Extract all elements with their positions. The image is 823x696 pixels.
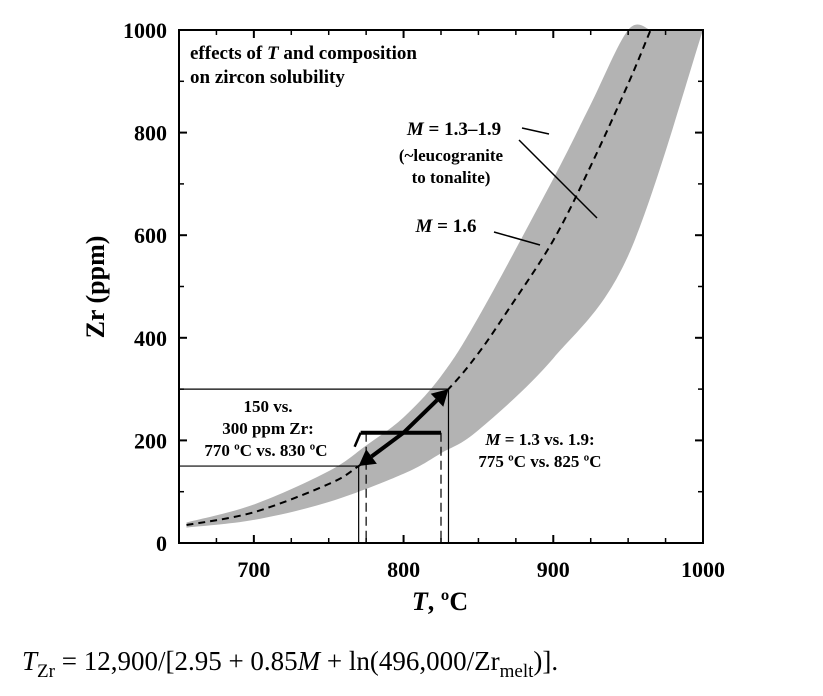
y-tick-label: 600 <box>134 223 167 248</box>
composition-band <box>186 24 703 528</box>
y-tick-label: 200 <box>134 428 167 453</box>
y-axis-title: Zr (ppm) <box>81 236 110 339</box>
x-tick-label: 1000 <box>681 557 725 582</box>
box-label-line-3: 770 ºC vs. 830 ºC <box>204 441 327 460</box>
chart-title-line-1: effects of T and composition <box>190 43 417 64</box>
arrows-group <box>358 389 449 467</box>
x-tick-label: 900 <box>537 557 570 582</box>
mid-curve-pointer <box>493 231 541 246</box>
band-label-line-2: (~leucogranite <box>399 146 504 165</box>
y-tick-label: 400 <box>134 326 167 351</box>
band-label-line-3: to tonalite) <box>412 168 491 187</box>
box-label-line-1: 150 vs. <box>243 397 292 416</box>
axis-ticks: 700 800 900 1000 0 200 400 600 800 1000 <box>123 18 725 582</box>
arrow-head <box>358 449 377 467</box>
box-label-line-2: 300 ppm Zr: <box>222 419 314 438</box>
band-label-pointer <box>518 139 598 219</box>
band-label-leader <box>521 127 550 135</box>
y-tick-label: 1000 <box>123 18 167 43</box>
mid-curve-label: M = 1.6 <box>415 216 477 237</box>
x-tick-label: 800 <box>387 557 420 582</box>
arrow-head <box>430 389 449 407</box>
y-tick-label: 0 <box>156 531 167 556</box>
chart-title-line-2: on zircon solubility <box>190 67 345 88</box>
band-width-bar-tick <box>353 432 362 448</box>
x-tick-label: 700 <box>237 557 270 582</box>
arrow-shaft <box>370 431 405 459</box>
zircon-saturation-formula: TZr = 12,900/[2.95 + 0.85M + ln(496,000/… <box>22 646 558 682</box>
arrow-shaft <box>402 398 439 435</box>
band-label-line-1: M = 1.3–1.9 <box>406 119 501 140</box>
series-m-1-6-dashed-curve <box>186 29 652 527</box>
x-axis-title: T, ºC <box>412 587 468 616</box>
right-label-line-2: 775 ºC vs. 825 ºC <box>478 452 601 471</box>
y-tick-label: 800 <box>134 121 167 146</box>
right-label-line-1: M = 1.3 vs. 1.9: <box>484 430 594 449</box>
